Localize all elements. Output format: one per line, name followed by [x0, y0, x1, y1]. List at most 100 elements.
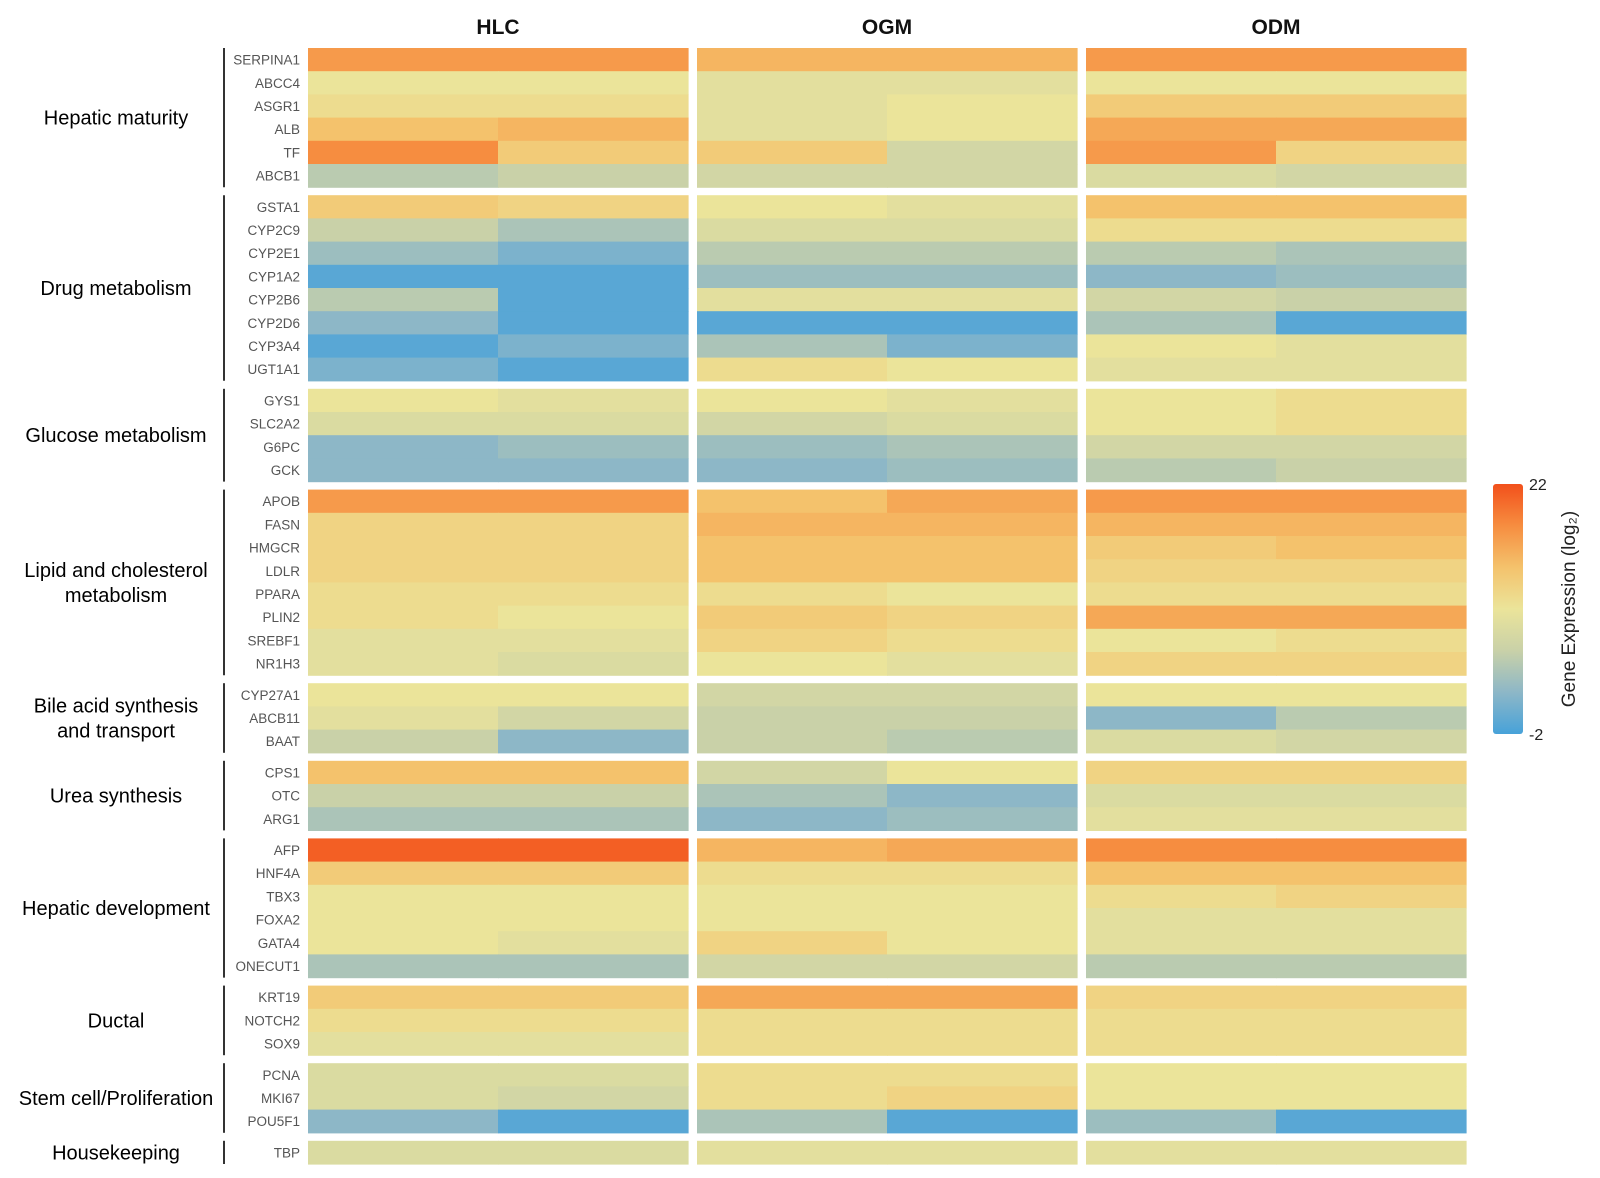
- heatmap-cell: [1086, 628, 1277, 653]
- heatmap-cell: [1086, 117, 1277, 142]
- gene-label: CYP2E1: [248, 246, 300, 261]
- heatmap-cell: [1276, 908, 1467, 932]
- gene-label: MKI67: [261, 1091, 300, 1106]
- heatmap-cell: [697, 412, 888, 436]
- heatmap-cell: [308, 311, 499, 335]
- heatmap-cell: [887, 241, 1078, 266]
- heatmap-cell: [308, 861, 499, 886]
- group-label: Urea synthesis: [50, 786, 182, 808]
- gene-label: GCK: [271, 463, 300, 478]
- gene-label: SERPINA1: [233, 53, 300, 68]
- gene-label: LDLR: [265, 564, 300, 579]
- heatmap-cell: [1276, 652, 1467, 676]
- heatmap-cell: [498, 985, 689, 1010]
- heatmap-cell: [1276, 412, 1467, 436]
- heatmap-cell: [498, 582, 689, 607]
- heatmap-cell: [1276, 71, 1467, 95]
- heatmap-cell: [498, 1109, 689, 1134]
- heatmap-cell: [1276, 94, 1467, 119]
- heatmap-cell: [697, 884, 888, 909]
- heatmap-cell: [887, 954, 1078, 979]
- heatmap-cell: [1276, 288, 1467, 312]
- heatmap-cell: [887, 218, 1078, 243]
- heatmap-cell: [308, 218, 499, 243]
- heatmap-cell: [1086, 760, 1277, 785]
- heatmap-cell: [1086, 140, 1277, 165]
- heatmap-cell: [498, 683, 689, 707]
- gene-label: BAAT: [266, 734, 300, 749]
- gene-label: ABCB1: [256, 169, 300, 184]
- heatmap-cell: [1276, 706, 1467, 731]
- group-label: Hepatic development: [22, 898, 210, 920]
- colorbar-title: Gene Expression (log₂): [1559, 511, 1580, 707]
- heatmap-cell: [1086, 884, 1277, 909]
- heatmap-cell: [498, 357, 689, 382]
- gene-label: HNF4A: [256, 866, 300, 881]
- heatmap-cell: [697, 195, 888, 219]
- heatmap-cell: [887, 1032, 1078, 1056]
- heatmap-cell: [1086, 412, 1277, 436]
- heatmap-cell: [697, 807, 888, 831]
- heatmap-cell: [1276, 729, 1467, 754]
- heatmap-cell: [697, 388, 888, 413]
- heatmap-cell: [1086, 1008, 1277, 1033]
- heatmap-cell: [1276, 264, 1467, 289]
- heatmap-cell: [308, 807, 499, 831]
- heatmap-cell: [887, 760, 1078, 785]
- heatmap-cell: [1086, 334, 1277, 359]
- heatmap-cell: [1276, 1109, 1467, 1134]
- heatmap-cell: [1086, 71, 1277, 95]
- heatmap-cell: [1276, 807, 1467, 831]
- heatmap-cell: [498, 48, 689, 72]
- heatmap-cell: [697, 140, 888, 165]
- heatmap-cell: [1086, 605, 1277, 630]
- heatmap-cell: [697, 582, 888, 607]
- heatmap-cell: [498, 311, 689, 335]
- heatmap-cell: [887, 729, 1078, 754]
- heatmap-cell: [1086, 241, 1277, 266]
- heatmap-cell: [697, 458, 888, 483]
- heatmap-cell: [887, 1063, 1078, 1087]
- heatmap-cell: [1276, 838, 1467, 863]
- heatmap-cell: [498, 435, 689, 459]
- heatmap-cell: [1086, 489, 1277, 514]
- heatmap-cell: [697, 1086, 888, 1111]
- gene-label: CYP3A4: [248, 339, 300, 354]
- heatmap-cell: [498, 931, 689, 955]
- heatmap-cell: [887, 1008, 1078, 1033]
- heatmap-cell: [498, 164, 689, 188]
- heatmap-cell: [1276, 117, 1467, 142]
- heatmap-cell: [1086, 985, 1277, 1010]
- heatmap-cell: [887, 1086, 1078, 1111]
- heatmap-cell: [308, 605, 499, 630]
- heatmap-cell: [498, 94, 689, 119]
- heatmap-cell: [1086, 288, 1277, 312]
- heatmap-cell: [1276, 489, 1467, 514]
- colorbar: [1493, 484, 1523, 734]
- heatmap-cell: [697, 311, 888, 335]
- gene-label: CYP27A1: [241, 688, 300, 703]
- gene-label: GATA4: [258, 936, 301, 951]
- heatmap-cell: [697, 838, 888, 863]
- heatmap-cell: [1276, 388, 1467, 413]
- heatmap-cell: [498, 1063, 689, 1087]
- heatmap-cell: [1276, 357, 1467, 382]
- heatmap-cell: [1086, 1032, 1277, 1056]
- heatmap-cell: [887, 512, 1078, 537]
- heatmap-cell: [1276, 582, 1467, 607]
- heatmap-cell: [697, 1140, 888, 1165]
- heatmap-cell: [308, 1109, 499, 1134]
- gene-label: TBP: [274, 1145, 300, 1160]
- heatmap-cell: [887, 605, 1078, 630]
- heatmap-cell: [887, 288, 1078, 312]
- heatmap-cell: [887, 357, 1078, 382]
- gene-label: SREBF1: [247, 633, 300, 648]
- heatmap-cell: [697, 652, 888, 676]
- heatmap-cell: [697, 706, 888, 731]
- heatmap-cell: [1276, 605, 1467, 630]
- heatmap-cell: [308, 117, 499, 142]
- heatmap-cell: [498, 807, 689, 831]
- heatmap-cell: [308, 241, 499, 266]
- heatmap-cell: [1276, 536, 1467, 560]
